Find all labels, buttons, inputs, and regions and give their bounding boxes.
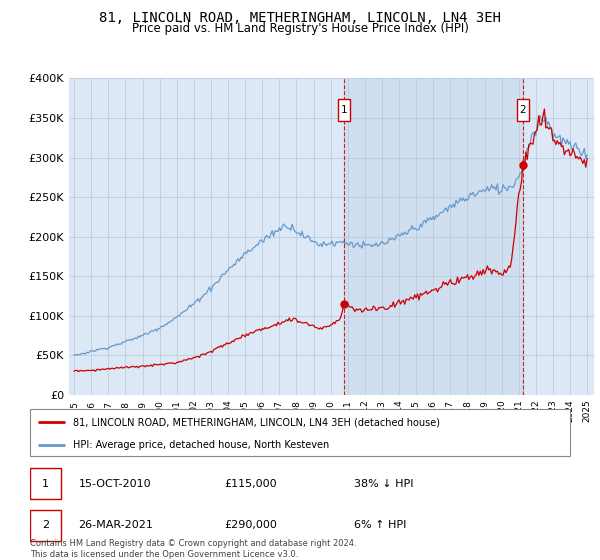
- Text: 81, LINCOLN ROAD, METHERINGHAM, LINCOLN, LN4 3EH: 81, LINCOLN ROAD, METHERINGHAM, LINCOLN,…: [99, 11, 501, 25]
- Text: £290,000: £290,000: [224, 520, 277, 530]
- FancyBboxPatch shape: [338, 99, 350, 121]
- Text: 26-MAR-2021: 26-MAR-2021: [79, 520, 154, 530]
- Bar: [344, 78, 523, 395]
- FancyBboxPatch shape: [30, 469, 61, 499]
- FancyBboxPatch shape: [30, 409, 570, 456]
- Text: Contains HM Land Registry data © Crown copyright and database right 2024.
This d: Contains HM Land Registry data © Crown c…: [30, 539, 356, 559]
- Text: 2: 2: [520, 105, 526, 115]
- FancyBboxPatch shape: [517, 99, 529, 121]
- Text: 15-OCT-2010: 15-OCT-2010: [79, 479, 151, 489]
- Text: HPI: Average price, detached house, North Kesteven: HPI: Average price, detached house, Nort…: [73, 440, 329, 450]
- FancyBboxPatch shape: [30, 510, 61, 540]
- Text: 2: 2: [42, 520, 49, 530]
- Text: 1: 1: [42, 479, 49, 489]
- Text: Price paid vs. HM Land Registry's House Price Index (HPI): Price paid vs. HM Land Registry's House …: [131, 22, 469, 35]
- Text: 6% ↑ HPI: 6% ↑ HPI: [354, 520, 406, 530]
- Text: 1: 1: [341, 105, 347, 115]
- Text: £115,000: £115,000: [224, 479, 277, 489]
- Text: 38% ↓ HPI: 38% ↓ HPI: [354, 479, 413, 489]
- Text: 81, LINCOLN ROAD, METHERINGHAM, LINCOLN, LN4 3EH (detached house): 81, LINCOLN ROAD, METHERINGHAM, LINCOLN,…: [73, 417, 440, 427]
